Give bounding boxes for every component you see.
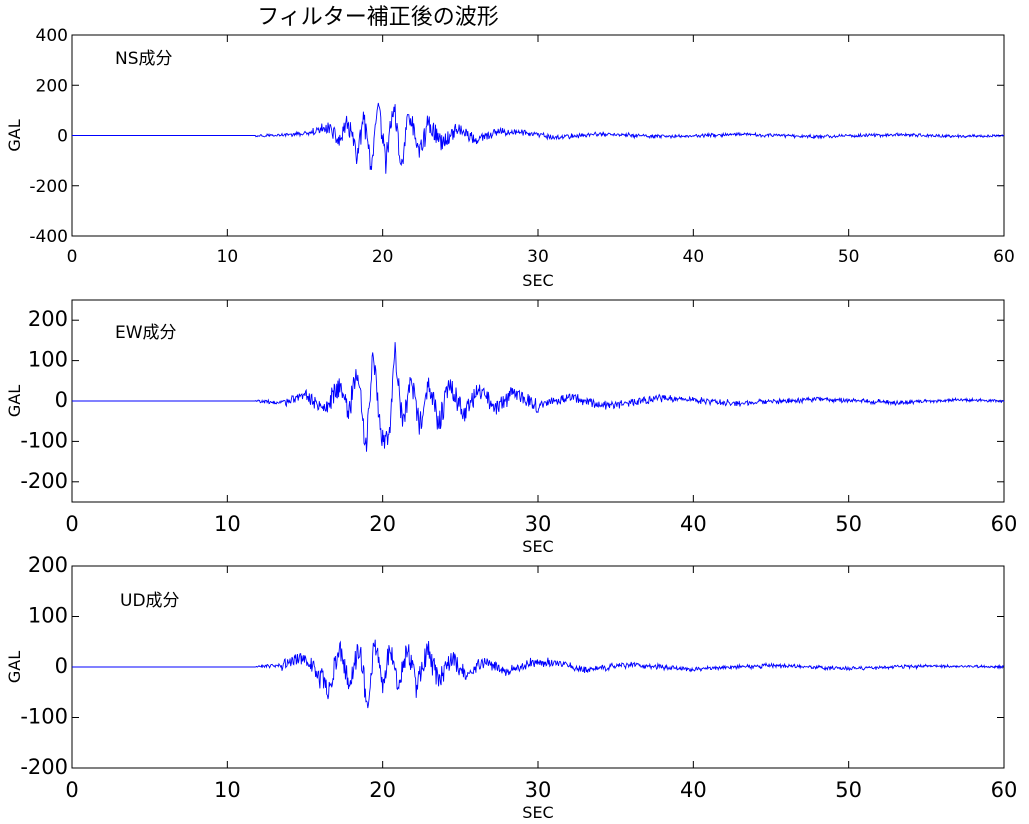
y-tick-label: 100: [28, 348, 68, 372]
x-tick-label: 10: [214, 778, 241, 802]
y-axis-label: GAL: [5, 651, 24, 683]
series-line: [72, 639, 1005, 709]
panel-UD成分: 0 10 20 30 40 50 60 -200 -100 0 100 200 SEC GAL UD成分: [5, 553, 1017, 822]
y-tick-label: -100: [20, 705, 68, 729]
y-tick-label: 400: [36, 26, 68, 46]
x-tick-label: 60: [991, 512, 1018, 536]
x-tick-label: 50: [835, 512, 862, 536]
series-line: [72, 342, 1005, 452]
x-tick-label: 0: [65, 778, 78, 802]
y-tick-label: 200: [28, 307, 68, 331]
y-tick-label: 200: [28, 553, 68, 577]
x-tick-label: 50: [835, 778, 862, 802]
x-tick-label: 20: [369, 778, 396, 802]
x-tick-label: 30: [525, 512, 552, 536]
x-axis-label: SEC: [522, 803, 553, 822]
x-tick-label: 50: [838, 247, 860, 267]
y-tick-label: 0: [55, 654, 68, 678]
panel-NS成分: 0 10 20 30 40 50 60 -400 -200 0 200 400 SEC GAL NS成分: [5, 26, 1015, 290]
y-tick-label: 100: [28, 604, 68, 628]
y-tick-label: 0: [55, 388, 68, 412]
y-tick-label: -100: [20, 428, 68, 452]
x-axis-label: SEC: [522, 271, 553, 290]
x-tick-label: 30: [527, 247, 549, 267]
x-tick-label: 30: [525, 778, 552, 802]
component-label: EW成分: [115, 323, 177, 343]
series-line: [72, 102, 1005, 174]
x-tick-label: 10: [217, 247, 239, 267]
y-tick-label: -200: [20, 755, 68, 779]
component-label: UD成分: [120, 591, 180, 611]
x-tick-label: 10: [214, 512, 241, 536]
y-tick-label: 0: [57, 127, 68, 147]
x-tick-label: 40: [680, 512, 707, 536]
figure-title: フィルター補正後の波形: [257, 5, 499, 30]
x-axis-label: SEC: [522, 537, 553, 556]
y-tick-label: -200: [20, 469, 68, 493]
x-tick-label: 0: [67, 247, 78, 267]
y-axis-label: GAL: [5, 119, 24, 151]
panel-EW成分: 0 10 20 30 40 50 60 -200 -100 0 100 200 SEC GAL EW成分: [5, 299, 1018, 556]
x-tick-label: 20: [369, 512, 396, 536]
y-axis-label: GAL: [5, 385, 24, 417]
y-tick-label: -200: [29, 177, 68, 197]
y-tick-label: -400: [29, 227, 68, 247]
component-label: NS成分: [115, 49, 173, 69]
x-tick-label: 0: [65, 512, 78, 536]
y-tick-label: 200: [36, 76, 68, 96]
x-tick-label: 60: [993, 247, 1015, 267]
x-tick-label: 40: [683, 247, 705, 267]
x-tick-label: 40: [680, 778, 707, 802]
x-tick-label: 60: [991, 778, 1018, 802]
x-tick-label: 20: [372, 247, 394, 267]
